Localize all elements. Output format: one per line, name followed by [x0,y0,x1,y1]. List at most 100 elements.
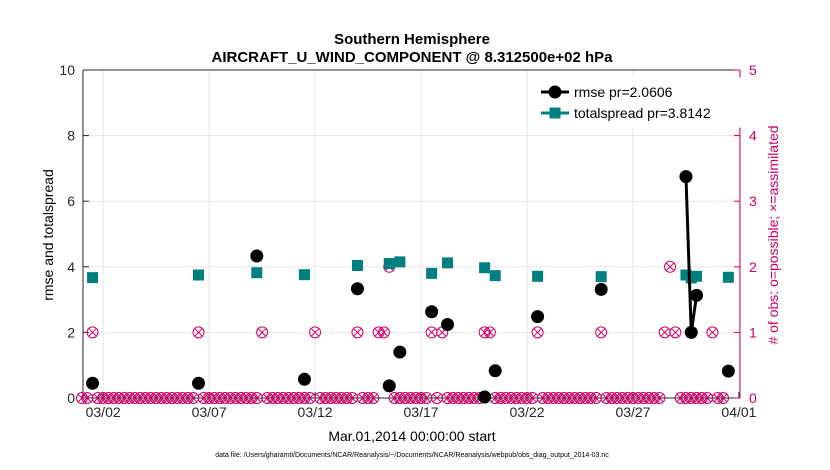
series-segment [684,176,693,333]
obs-count-marker [706,326,719,339]
obs-count-marker [351,326,364,339]
obs-possible-circle [706,326,719,339]
totalspread-point [426,267,438,279]
obs-possible-circle [377,326,390,339]
totalspread-series [87,256,734,284]
legend-box [529,77,750,128]
obs-assimilated-x [252,394,261,402]
x-tick-label: 04/01 [721,404,756,420]
obs-assimilated-x [379,328,388,337]
obs-possible-circle [483,326,496,339]
totalspread-point [595,271,607,283]
obs-assimilated-x [533,328,542,337]
totalspread-point [298,269,310,281]
y-axis-label: rmse and totalspread [40,169,56,301]
obs-count-marker [595,326,608,339]
totalspread-point [193,269,205,281]
y2-tick-label: 0 [749,390,757,406]
obs-assimilated-x [528,394,537,402]
rmse-point [721,364,735,378]
obs-count-marker [309,326,322,339]
obs-possible-circle [531,326,544,339]
bottom-axis: 03/02 03/07 03/12 03/17 03/22 03/27 04/01 [86,392,757,420]
totalspread-point [489,270,501,282]
obs-possible-circle [367,392,380,404]
rmse-point [679,170,693,184]
obs-count-marker [669,326,682,339]
obs-count-series [75,260,730,404]
obs-count-marker [367,392,380,404]
obs-possible-circle [664,260,677,273]
obs-possible-circle [192,326,205,339]
obs-assimilated-x [305,394,314,402]
obs-count-marker [664,260,677,273]
obs-possible-circle [309,326,322,339]
rmse-point [250,249,264,263]
obs-possible-circle [86,326,99,339]
obs-possible-circle [717,392,730,404]
rmse-point [192,376,206,390]
obs-assimilated-x [189,394,198,402]
obs-assimilated-x [422,394,431,402]
line-series [86,170,735,404]
rmse-point [425,305,439,319]
totalspread-point [442,257,454,269]
totalspread-point [383,258,395,270]
obs-possible-circle [256,326,269,339]
obs-count-marker [256,326,269,339]
data-file-footnote: data file: /Users/gharamti/Documents/NCA… [215,452,609,459]
y2-tick-label: 4 [749,128,757,144]
legend-totalspread-marker [549,107,561,119]
obs-possible-circle [351,326,364,339]
y2-axis-label: # of obs: o=possible; ×=assimilated [765,125,781,344]
obs-assimilated-x [348,394,357,402]
y-tick-label: 8 [67,128,75,144]
obs-assimilated-x [83,394,92,402]
totalspread-point [722,271,734,283]
totalspread-point [532,270,544,282]
x-axis-label: Mar.01,2014 00:00:00 start [328,428,495,444]
x-tick-label: 03/17 [404,404,439,420]
obs-count-marker [483,326,496,339]
obs-assimilated-x [597,328,606,337]
obs-assimilated-x [427,328,436,337]
rmse-point [684,325,698,339]
obs-assimilated-x [194,328,203,337]
y-tick-label: 10 [59,62,75,78]
obs-assimilated-x [719,394,727,402]
obs-possible-circle [595,326,608,339]
obs-assimilated-x [591,394,600,402]
totalspread-point [691,270,703,282]
obs-count-marker [653,392,666,404]
rmse-point [382,379,396,393]
rmse-point [531,310,545,324]
obs-count-marker [377,326,390,339]
rmse-point [690,288,704,302]
x-tick-label: 03/22 [509,404,544,420]
totalspread-point [394,256,406,268]
obs-assimilated-x [655,394,664,402]
legend-totalspread-label: totalspread pr=3.8142 [574,105,711,121]
y2-tick-label: 2 [749,259,757,275]
obs-possible-circle [653,392,666,404]
rmse-point [594,282,608,296]
totalspread-point [351,259,363,271]
left-axis: 0 2 4 6 8 10 [59,62,89,406]
obs-assimilated-x [485,328,494,337]
obs-assimilated-x [353,328,362,337]
y-tick-label: 4 [67,259,75,275]
obs-assimilated-x [703,394,712,402]
obs-assimilated-x [311,328,320,337]
obs-assimilated-x [660,328,669,337]
obs-count-marker [192,326,205,339]
obs-possible-circle [669,326,682,339]
y2-tick-label: 5 [749,62,757,78]
legend-rmse-marker [548,85,562,99]
totalspread-point [251,267,263,279]
x-tick-label: 03/27 [615,404,650,420]
obs-assimilated-x [432,394,441,402]
obs-assimilated-x [708,328,717,337]
chart-subtitle: AIRCRAFT_U_WIND_COMPONENT @ 8.312500e+02… [212,49,614,66]
x-tick-label: 03/02 [86,404,121,420]
